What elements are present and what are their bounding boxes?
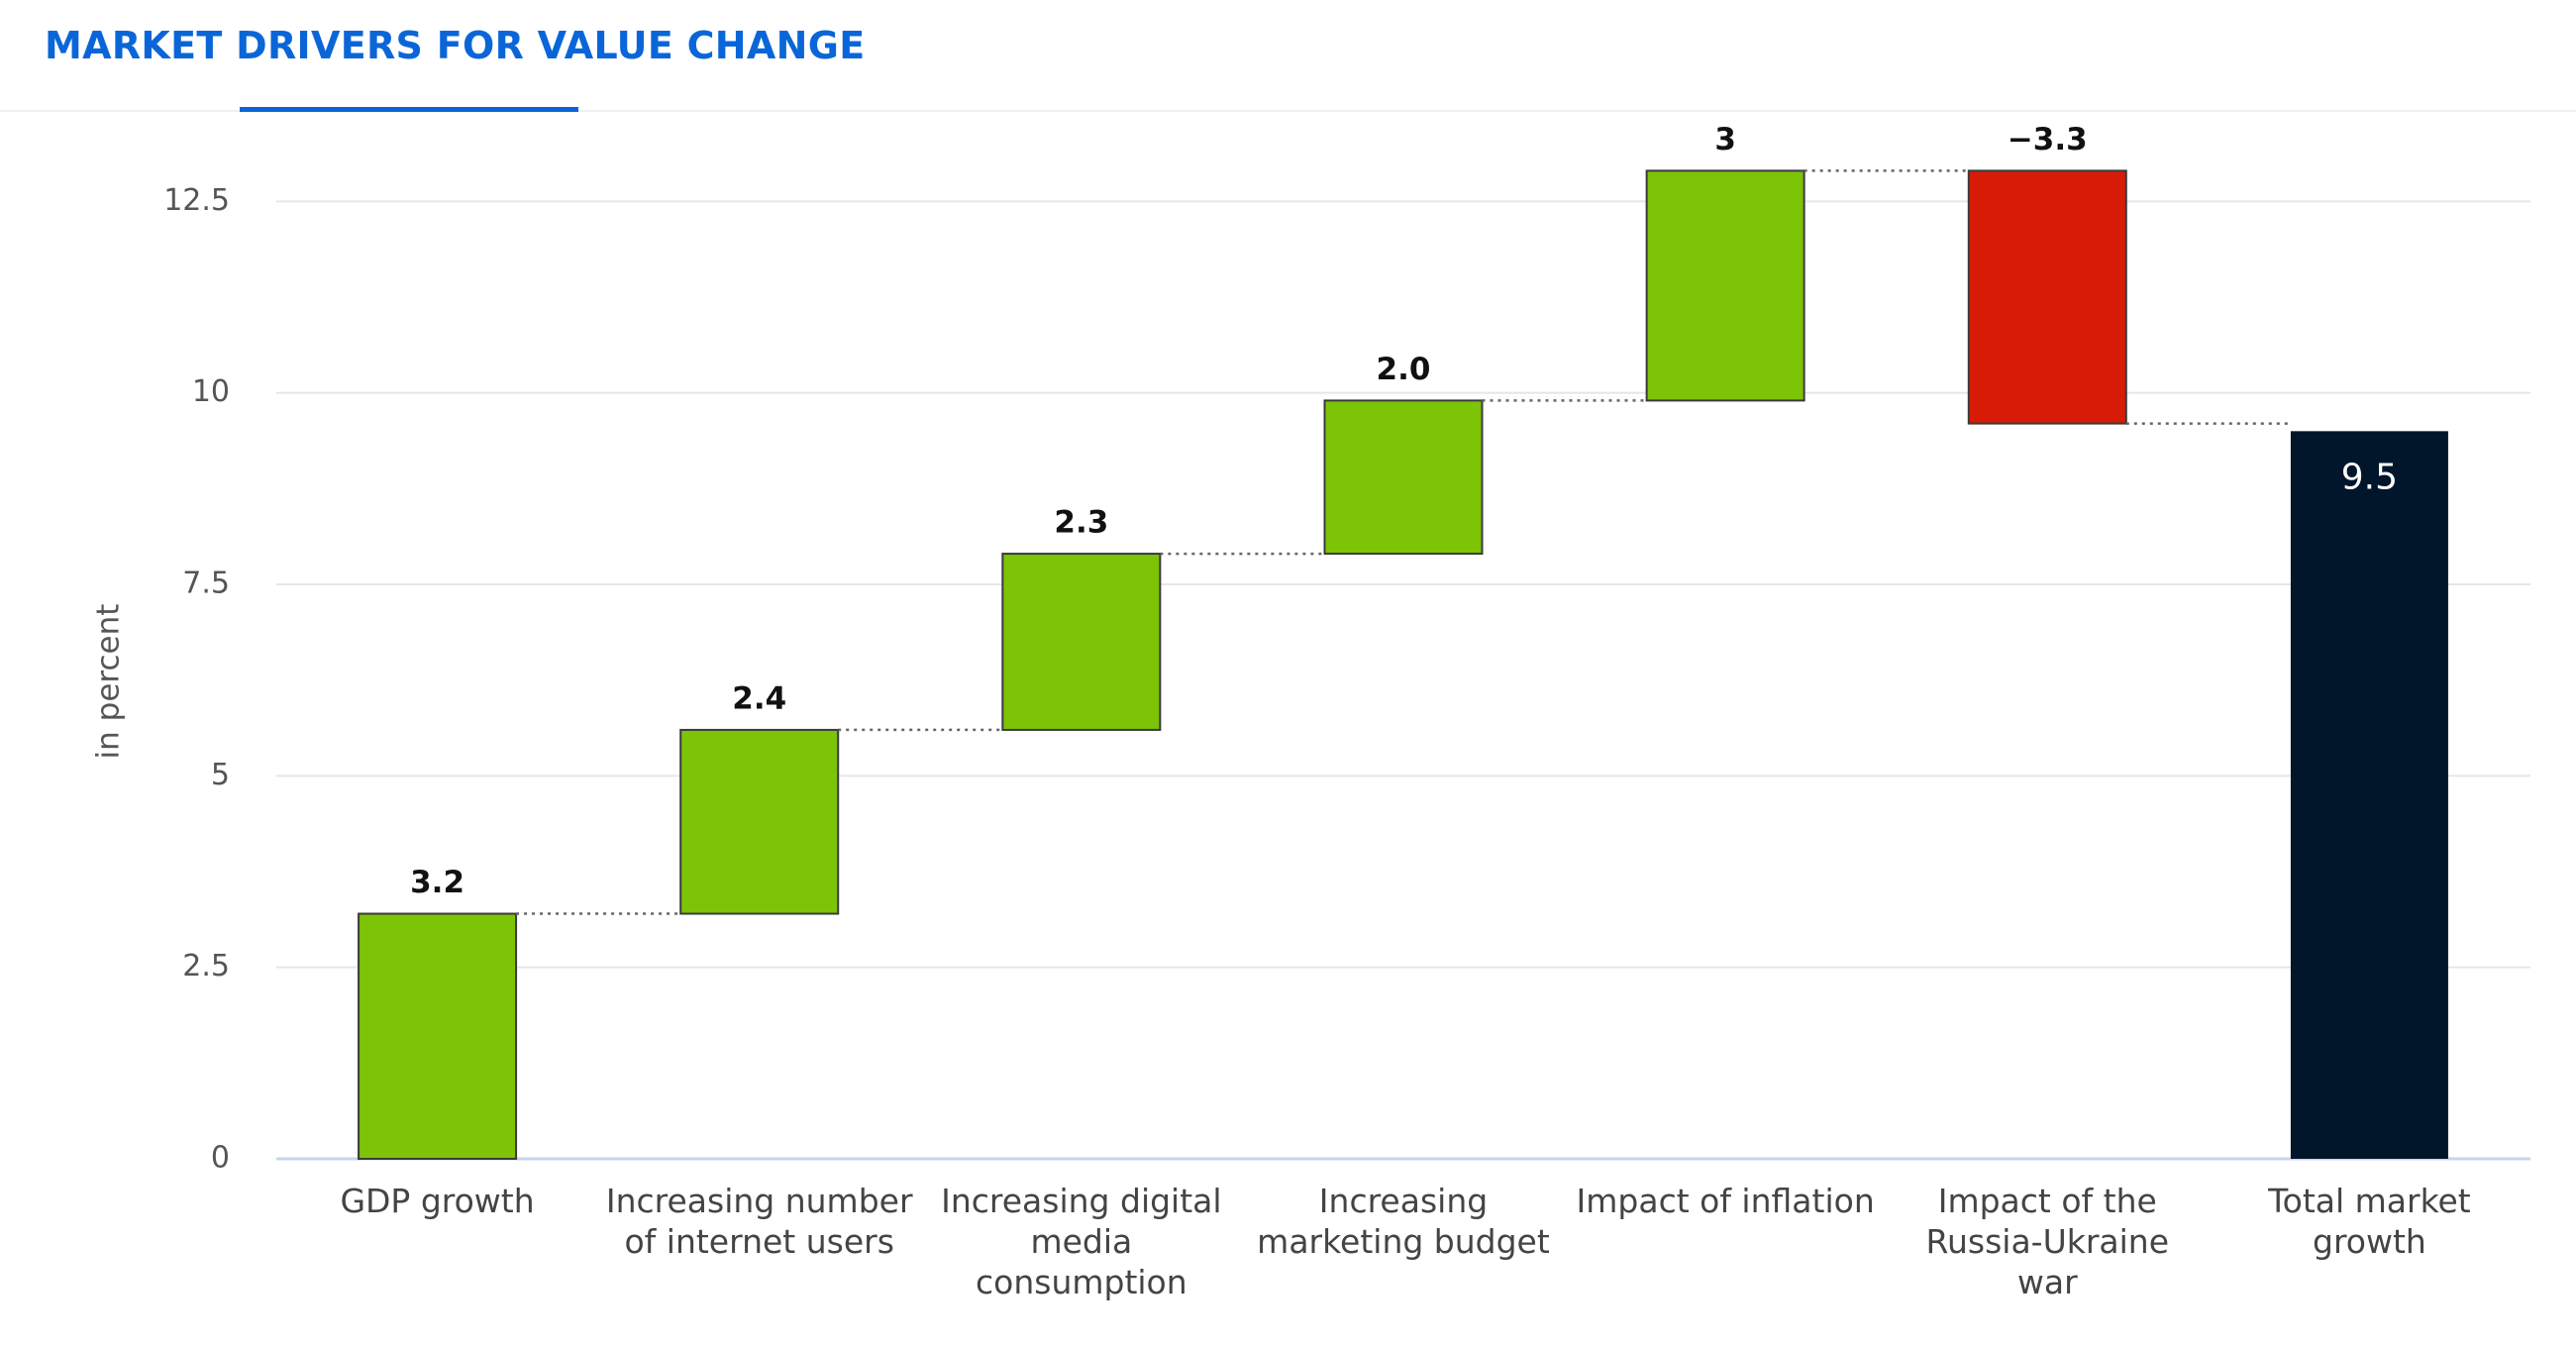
x-tick-label: Impact of the Russia-Ukraine war xyxy=(1925,1182,2170,1301)
x-tick-label: Total market growth xyxy=(2268,1182,2471,1261)
value-label: 3 xyxy=(1714,122,1736,157)
x-tick-label: Increasing number of internet users xyxy=(605,1182,913,1261)
tab-indicator xyxy=(240,107,578,112)
value-label: 2.4 xyxy=(732,680,786,716)
bar xyxy=(1323,399,1484,556)
x-tick-label: Increasing digital media consumption xyxy=(941,1182,1222,1301)
value-label: 9.5 xyxy=(2341,457,2398,497)
y-axis-label: in percent xyxy=(91,604,127,760)
value-label: 2.0 xyxy=(1377,352,1431,387)
value-label: 3.2 xyxy=(410,865,464,900)
bar xyxy=(1967,169,2127,425)
bar xyxy=(1001,553,1162,731)
y-tick-label: 10 xyxy=(192,374,230,409)
bar xyxy=(358,912,518,1160)
y-tick-label: 0 xyxy=(211,1141,230,1176)
bar xyxy=(679,728,840,915)
x-tick-label: GDP growth xyxy=(340,1182,535,1220)
tab-title[interactable]: MARKET DRIVERS FOR VALUE CHANGE xyxy=(45,24,866,67)
y-tick-label: 7.5 xyxy=(182,567,230,601)
x-tick-label: Impact of inflation xyxy=(1576,1182,1875,1220)
bar xyxy=(2290,431,2448,1159)
tab-divider xyxy=(0,110,2576,112)
y-tick-label: 2.5 xyxy=(182,949,230,984)
y-tick-label: 5 xyxy=(211,758,230,792)
value-label: 2.3 xyxy=(1054,505,1108,541)
value-label: −3.3 xyxy=(2008,122,2088,157)
bar xyxy=(1645,169,1805,402)
y-tick-label: 12.5 xyxy=(163,183,230,218)
x-tick-label: Increasing marketing budget xyxy=(1257,1182,1550,1261)
